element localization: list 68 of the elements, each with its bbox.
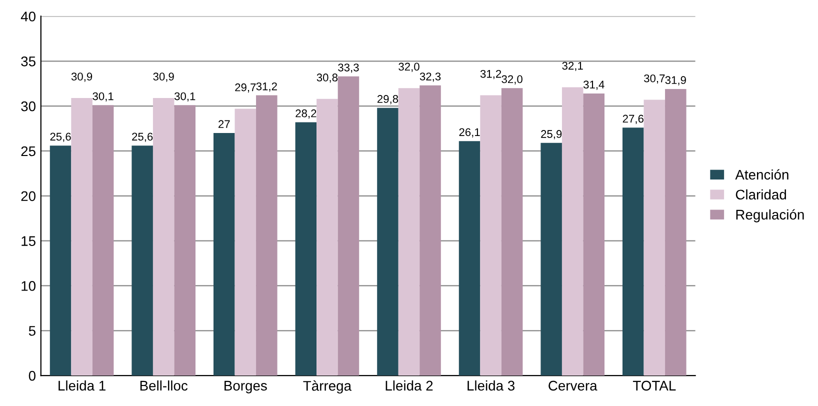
data-label: 32,0 bbox=[502, 75, 522, 84]
bar bbox=[71, 98, 92, 376]
bar bbox=[398, 88, 420, 376]
data-label: 32,3 bbox=[420, 72, 441, 82]
data-label: 30,9 bbox=[153, 72, 174, 82]
data-label: 25,6 bbox=[132, 132, 153, 142]
y-tick-label: 0 bbox=[28, 370, 36, 381]
bar bbox=[562, 87, 584, 376]
bar bbox=[214, 133, 235, 376]
data-label: 29,8 bbox=[377, 95, 398, 104]
y-tick-label: 25 bbox=[21, 146, 36, 156]
y-tick-label: 20 bbox=[21, 191, 36, 202]
bar bbox=[295, 122, 317, 376]
data-label: 30,8 bbox=[316, 74, 338, 83]
data-label: 29,7 bbox=[235, 83, 256, 93]
data-label: 30,1 bbox=[92, 92, 114, 102]
x-tick-label: Bell-lloc bbox=[140, 380, 188, 391]
y-tick-label: 5 bbox=[28, 326, 36, 336]
bar bbox=[152, 98, 174, 376]
bar bbox=[480, 95, 502, 376]
data-label: 33,3 bbox=[338, 64, 359, 73]
y-tick-label: 35 bbox=[21, 56, 36, 66]
bar bbox=[458, 141, 480, 376]
bar bbox=[377, 108, 398, 376]
data-label: 31,4 bbox=[583, 80, 604, 90]
data-label: 28,2 bbox=[296, 109, 316, 119]
y-tick-label: 30 bbox=[21, 101, 36, 112]
legend-label: Regulación bbox=[736, 209, 804, 222]
data-label: 27 bbox=[218, 120, 230, 128]
x-tick-label: Lleida 1 bbox=[58, 380, 106, 391]
bar bbox=[501, 88, 523, 376]
legend-label: Atención bbox=[735, 169, 788, 180]
x-tick-label: Lleida 2 bbox=[386, 380, 433, 391]
data-label: 25,9 bbox=[541, 130, 562, 140]
x-tick-label: Borges bbox=[224, 380, 267, 394]
data-label: 31,9 bbox=[665, 76, 686, 86]
bar bbox=[644, 100, 666, 376]
data-label: 30,9 bbox=[71, 72, 92, 82]
bar bbox=[622, 128, 644, 376]
data-label: 32,1 bbox=[562, 62, 583, 72]
bar bbox=[338, 76, 360, 376]
x-tick-label: Cervera bbox=[548, 380, 598, 391]
bar bbox=[316, 98, 338, 376]
bar bbox=[665, 89, 686, 376]
y-tick-label: 40 bbox=[20, 12, 36, 22]
bar bbox=[540, 142, 562, 376]
data-label: 30,1 bbox=[174, 92, 196, 102]
data-label: 26,1 bbox=[459, 128, 480, 138]
bar bbox=[583, 93, 604, 376]
bar bbox=[132, 146, 153, 376]
bar bbox=[234, 108, 256, 376]
data-label: 31,2 bbox=[480, 70, 502, 80]
data-label: 25,6 bbox=[50, 132, 71, 142]
bar bbox=[92, 105, 114, 376]
y-tick-label: 10 bbox=[22, 281, 36, 291]
bar bbox=[50, 146, 72, 376]
bar bbox=[174, 105, 196, 376]
legend-label: Claridad bbox=[736, 189, 786, 200]
x-tick-label: Lleida 3 bbox=[468, 380, 515, 391]
data-label: 32,0 bbox=[398, 62, 420, 72]
x-tick-label: TOTAL bbox=[632, 380, 676, 391]
data-label: 31,2 bbox=[256, 82, 277, 92]
data-label: 27,6 bbox=[622, 114, 644, 124]
x-tick-label: Tàrrega bbox=[303, 380, 352, 394]
bar bbox=[256, 95, 278, 376]
y-tick-label: 15 bbox=[22, 236, 36, 246]
data-label: 30,7 bbox=[644, 74, 665, 84]
bar bbox=[420, 85, 441, 376]
